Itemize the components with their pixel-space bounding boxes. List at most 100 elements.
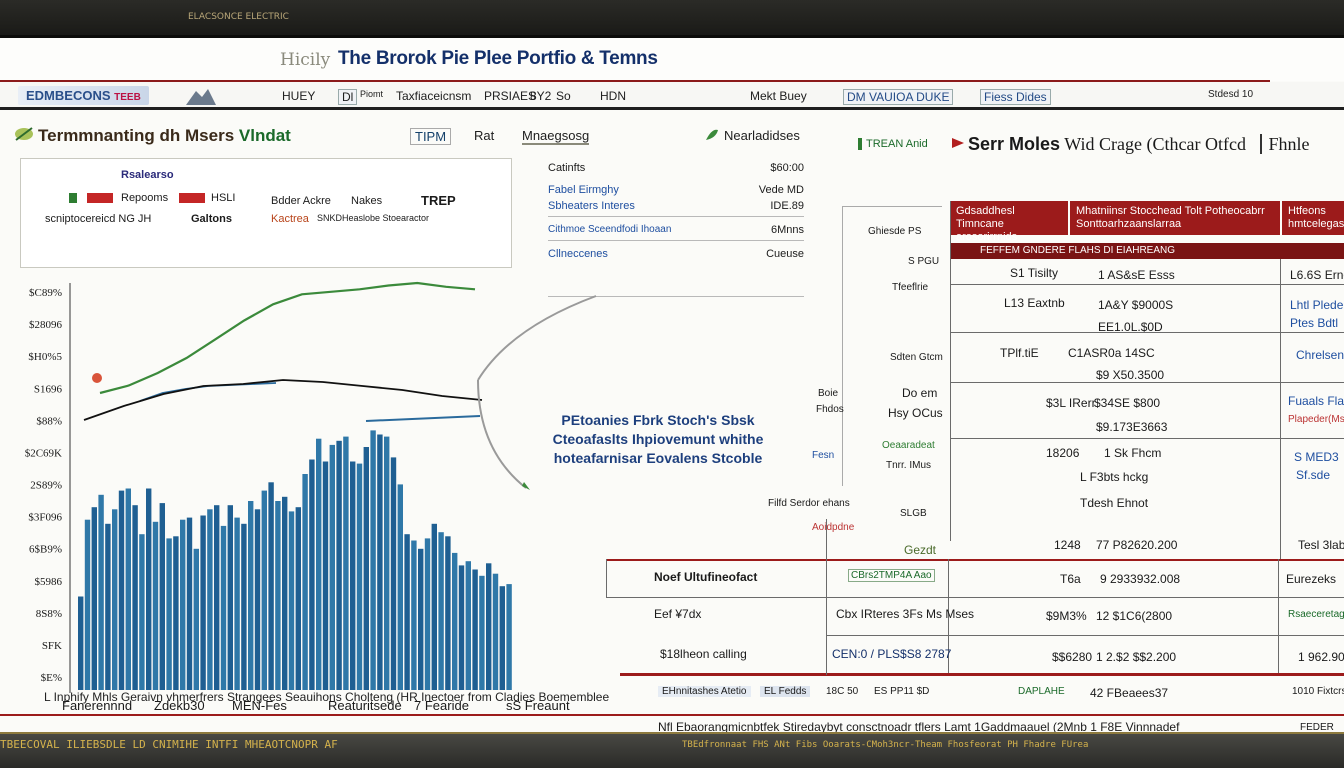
- y-tick-label: $3F096: [28, 512, 62, 524]
- callout-line-1: PEtoanies Fbrk Stoch's Sbsk: [561, 412, 755, 428]
- side-label: SLGB: [900, 508, 927, 519]
- legend-item-nakes: Nakes: [351, 195, 383, 207]
- table-cell: $9M3%: [1046, 609, 1087, 623]
- callout-line-2: Cteoafaslts Ihpiovemunt whithe: [552, 431, 764, 447]
- tag-trean[interactable]: TREAN Anid: [858, 138, 928, 150]
- table-border: [606, 559, 607, 597]
- callout-arrow: [477, 379, 527, 489]
- table-cell: $9.173E3663: [1096, 420, 1168, 434]
- status-item[interactable]: 18C 50: [826, 686, 859, 697]
- chart-bar: [234, 517, 240, 690]
- chart-bar: [166, 538, 172, 690]
- menu-item-so[interactable]: So: [556, 89, 571, 103]
- side-label: Boie: [818, 388, 839, 399]
- menu-item-prsiaes[interactable]: PRSIAES: [484, 89, 537, 103]
- tab-nearladidses[interactable]: Nearladidses: [724, 128, 800, 143]
- chart-bar: [499, 586, 505, 690]
- side-label: Filfd Serdor ehans: [768, 498, 850, 509]
- row-label: Eef ¥7dx: [654, 607, 702, 621]
- data-table-bottom: Noef Ultufineofact CBrs2TMP4A Aao 1248 7…: [606, 519, 1344, 734]
- menu-item-piomt[interactable]: Piomt: [360, 89, 384, 99]
- chart-bar: [309, 459, 315, 690]
- menu-item-hdn[interactable]: HDN: [600, 89, 626, 103]
- column-header[interactable]: Mhatniinsr Stocchead Tolt Potheocabrr So…: [1070, 201, 1280, 235]
- status-item[interactable]: 1010 Fixtcrs: [1292, 686, 1344, 697]
- chart-bar: [268, 482, 274, 690]
- table-border: [1280, 259, 1281, 559]
- list-item-label[interactable]: Fabel Eirmghy: [548, 184, 619, 196]
- chart-bar: [152, 521, 159, 690]
- status-item[interactable]: EL Fedds: [760, 686, 811, 697]
- series-line: [99, 281, 476, 395]
- x-tick-label: 7 Fearide: [414, 698, 469, 713]
- menu-item-vauioa[interactable]: DM VAUIOA DUKE: [843, 89, 954, 105]
- chart-bar: [112, 509, 118, 690]
- column-header[interactable]: Gdsaddhesl Timncane arosorirrnids Fanbca…: [950, 201, 1068, 256]
- menu-item-tax[interactable]: Taxfiaceicnsm: [396, 89, 472, 103]
- column-header[interactable]: Htfeons hmtcelegas: [1282, 201, 1344, 235]
- list-item-label[interactable]: Cllneccenes: [548, 248, 608, 260]
- table-border: [620, 673, 1344, 676]
- list-item-label[interactable]: Cithmoe Sceendfodi Ihoaan: [548, 224, 672, 235]
- row-tag[interactable]: CBrs2TMP4A Aao: [848, 569, 935, 582]
- tab-mnaegsosg[interactable]: Mnaegsosg: [522, 128, 590, 145]
- list-divider: [548, 296, 804, 297]
- chart-bar: [445, 536, 451, 690]
- list-divider: [548, 240, 804, 241]
- chart-bar: [336, 440, 342, 690]
- menu-item-stdesd[interactable]: Stdesd 10: [1208, 89, 1254, 100]
- chart-bar: [370, 430, 376, 690]
- table-cell: C1ASR0a 14SC: [1068, 346, 1155, 360]
- title-prefix: Hicily: [280, 50, 331, 70]
- menu-item-fiess[interactable]: Fiess Dides: [980, 89, 1051, 105]
- tab-rat[interactable]: Rat: [474, 128, 495, 143]
- status-item[interactable]: ES PP11 $D: [874, 686, 930, 697]
- chart-bar: [431, 523, 437, 690]
- menu-item-8y2[interactable]: 8Y2: [530, 89, 552, 103]
- table-border: [950, 332, 1344, 333]
- menu-item-dl[interactable]: Dl: [338, 89, 358, 105]
- table-cell: Ptes Bdtl: [1290, 316, 1339, 330]
- side-label: Oeaaradeat: [882, 440, 935, 451]
- table-cell: 9 2933932.008: [1100, 572, 1181, 586]
- chart-bar: [84, 519, 91, 690]
- chart-bar: [384, 436, 390, 690]
- callout-text: PEtoanies Fbrk Stoch's Sbsk Cteoafaslts …: [528, 411, 788, 468]
- bezel-gold-line: [0, 732, 1344, 734]
- brand-logo[interactable]: EDMBECONS TEEB: [18, 86, 149, 105]
- menu-item-mekt[interactable]: Mekt Buey: [750, 89, 807, 103]
- list-item-label[interactable]: Sbheaters Interes: [548, 200, 635, 212]
- table-subheader: FEFFEM GNDERE FLAHS DI EIAHREANG: [950, 243, 1344, 259]
- list-divider: [548, 216, 804, 217]
- side-label: Fesn: [812, 450, 835, 461]
- list-item-value: $60:00: [770, 162, 804, 174]
- status-item[interactable]: EHnnitashes Atetio: [658, 686, 751, 697]
- side-label: Tnrr. IMus: [886, 460, 932, 471]
- list-item-label: Catinfts: [548, 162, 586, 174]
- chart-bar: [479, 575, 485, 690]
- table-border: [950, 382, 1344, 383]
- chart-bar: [200, 515, 206, 690]
- chart-bar: [241, 523, 247, 690]
- chart-bar: [302, 474, 308, 690]
- legend-row2-d: SNKDHeaslobe Stoearactor: [317, 213, 430, 223]
- legend-row2-a: scniptocereicd NG JH: [45, 213, 152, 225]
- chart-bar: [78, 596, 84, 690]
- table-border: [606, 597, 1344, 598]
- table-border: [606, 559, 1344, 561]
- table-cell: 1248: [1054, 538, 1081, 552]
- chart-bar: [316, 438, 322, 690]
- table-cell: Tdesh Ehnot: [1080, 496, 1149, 510]
- menu-item-huey[interactable]: HUEY: [282, 89, 316, 103]
- tab-tipm[interactable]: TIPM: [410, 128, 452, 145]
- chart-bar: [424, 538, 431, 690]
- status-item[interactable]: 42 FBeaees37: [1090, 686, 1169, 700]
- legend-item-bdder: Bdder Ackre: [271, 195, 331, 207]
- status-item[interactable]: DAPLAHE: [1018, 686, 1065, 697]
- chart-bar: [173, 536, 179, 690]
- chart-bar: [98, 494, 104, 690]
- x-tick-label: Zdekb30: [154, 698, 205, 713]
- table-border: [950, 438, 1344, 439]
- table-cell: L F3bts hckg: [1080, 470, 1149, 484]
- table-border: [1278, 559, 1279, 673]
